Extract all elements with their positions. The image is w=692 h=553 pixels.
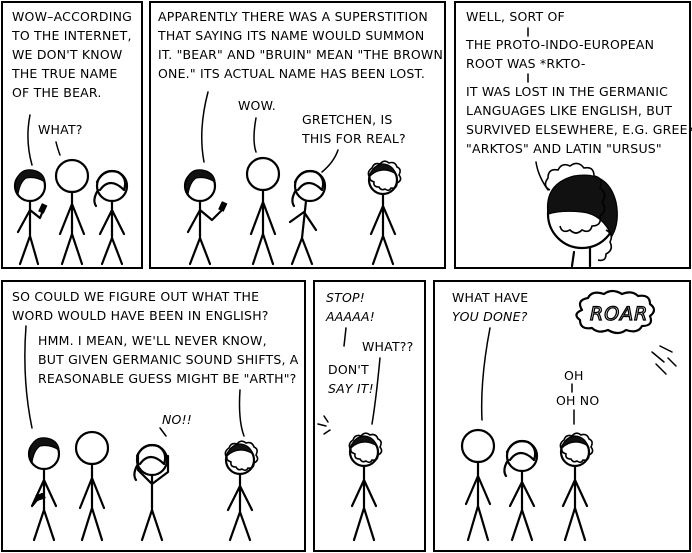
p4-no: NO!! [162,412,192,427]
stick-figure-curly [367,160,402,266]
p4-line-4: BUT GIVEN GERMANIC SOUND SHIFTS, A [38,352,299,367]
gretchen-closeup [544,162,618,268]
stick-figure-curly [224,440,259,542]
stick-figure-plain [460,428,496,542]
p2-speech-line-3 [321,149,339,173]
p2-line-2: THAT SAYING ITS NAME WOULD SUMMON [157,28,424,43]
p1-line-4: THE TRUE NAME [11,66,117,81]
p5-dont: DON'T [328,362,369,377]
p2-gretchen-1: GRETCHEN, IS [302,112,393,127]
panel-3-frame [454,1,691,269]
p3-line-7: "ARKTOS" AND LATIN "URSUS" [466,141,662,156]
p5-speech-line-1 [343,327,347,347]
p3-line-4: IT WAS LOST IN THE GERMANIC [466,84,668,99]
p1-line-3: WE DON'T KNOW [12,47,122,62]
stick-figure-ponytail-covering-ears [133,443,170,542]
p2-line-3: IT. "BEAR" AND "BRUIN" MEAN "THE BROWN [158,47,443,62]
panel-1: WOW–ACCORDING TO THE INTERNET, WE DON'T … [1,1,143,269]
p2-line-4: ONE." ITS ACTUAL NAME HAS BEEN LOST. [158,66,425,81]
stick-figure-ponytail [93,169,129,266]
p3-line-6: SURVIVED ELSEWHERE, E.G. GREEK [466,122,692,137]
stick-figure-curly [559,432,594,542]
p4-line-2: WORD WOULD HAVE BEEN IN ENGLISH? [12,308,269,323]
stick-figure-hair [183,169,228,266]
panel-6: WHAT HAVE YOU DONE? ROAR OH OH NO [433,280,691,552]
stick-figure-ponytail [288,169,327,266]
p2-speech-line-2 [253,117,257,153]
p6-you-done: YOU DONE? [452,309,528,324]
stick-figure-plain [54,158,90,266]
stick-figure-plain [74,430,110,542]
p5-speech-line-2 [371,357,381,425]
p1-line-5: OF THE BEAR. [12,85,102,100]
p1-line-2: TO THE INTERNET, [11,28,132,43]
p6-speech-line-1 [480,327,491,421]
p3-line-2: THE PROTO-INDO-EUROPEAN [465,37,654,52]
p1-speech-line-1 [27,114,33,166]
p5-stop: STOP! [326,290,365,305]
stick-figure-curly [348,432,383,542]
p1-speech-line-2 [55,141,61,156]
panel-4: SO COULD WE FIGURE OUT WHAT THE WORD WOU… [1,280,306,552]
p4-line-1: SO COULD WE FIGURE OUT WHAT THE [12,289,259,304]
p6-what-have: WHAT HAVE [452,290,528,305]
p6-oh: OH [564,368,584,383]
p1-what: WHAT? [38,122,83,137]
p5-aaaaa: AAAAA! [325,309,375,324]
p5-what: WHAT?? [362,339,413,354]
p3-line-1: WELL, SORT OF [466,9,565,24]
p4-speech-line-2 [238,389,245,437]
p2-gretchen-2: THIS FOR REAL? [301,131,406,146]
p4-line-3: HMM. I MEAN, WE'LL NEVER KNOW, [38,333,267,348]
p6-oh-no: OH NO [556,393,599,408]
p4-line-5: REASONABLE GUESS MIGHT BE "ARTH"? [38,371,297,386]
p3-line-5: LANGUAGES LIKE ENGLISH, BUT [466,103,672,118]
p6-roar-rays [651,345,677,375]
p1-line-1: WOW–ACCORDING [12,9,132,24]
stick-figure-hair [27,437,61,542]
panel-3: WELL, SORT OF THE PROTO-INDO-EUROPEAN RO… [454,1,692,269]
p2-wow: WOW. [238,98,276,113]
stick-figure-hair [13,169,48,266]
p4-speech-line-1 [24,325,33,429]
stick-figure-ponytail [503,439,539,542]
panel-5-frame [313,280,426,552]
p3-line-3: ROOT WAS *RKTO- [466,56,586,71]
p5-say-it: SAY IT! [328,381,374,396]
panel-2: APPARENTLY THERE WAS A SUPERSTITION THAT… [149,1,446,269]
p5-motion-marks [317,415,331,435]
p2-speech-line-1 [201,91,209,163]
p6-roar: ROAR [590,303,648,325]
roar-burst [575,289,656,335]
p2-line-1: APPARENTLY THERE WAS A SUPERSTITION [158,9,428,24]
stick-figure-plain [245,156,281,266]
p4-speech-line-3 [159,427,167,437]
panel-5: STOP! AAAAA! WHAT?? DON'T SAY IT! [313,280,426,552]
panel-4-frame [1,280,306,552]
